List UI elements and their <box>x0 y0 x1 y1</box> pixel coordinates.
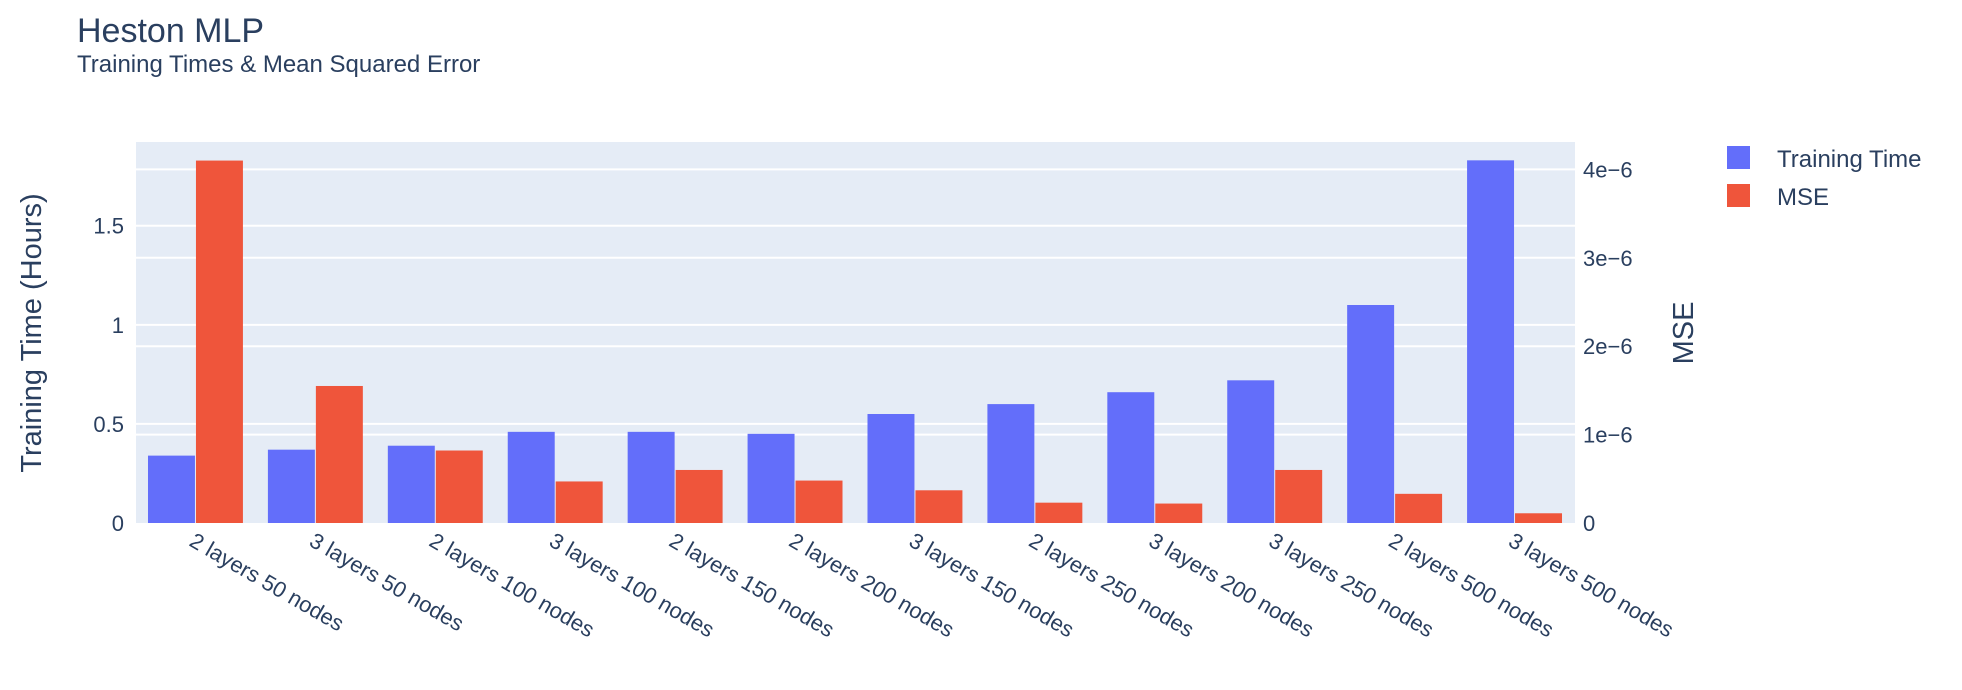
bar-training-time <box>387 445 435 523</box>
bar-training-time <box>867 414 915 523</box>
left-tick-label: 0.5 <box>93 412 124 437</box>
bar-mse <box>915 490 963 523</box>
right-tick-label: 0 <box>1583 511 1595 536</box>
right-tick-label: 1e−6 <box>1583 423 1633 448</box>
legend-item[interactable]: MSE <box>1727 184 1829 211</box>
bar-mse <box>795 480 843 523</box>
bar-mse <box>435 450 483 523</box>
right-tick-label: 3e−6 <box>1583 246 1633 271</box>
legend: Training Time MSE <box>1727 146 1922 211</box>
bar-mse <box>1395 493 1443 523</box>
bar-training-time <box>1347 305 1395 523</box>
left-tick-label: 1.5 <box>93 214 124 239</box>
bar-mse <box>555 481 603 523</box>
right-axis-title: MSE <box>1668 302 1700 365</box>
right-axis-ticks: 0 1e−6 2e−6 3e−6 4e−6 <box>1583 157 1633 536</box>
bar-training-time <box>1227 380 1275 523</box>
bar-mse <box>1155 503 1203 523</box>
left-tick-label: 1 <box>112 313 124 338</box>
bar-mse <box>1515 513 1563 523</box>
bar-mse <box>1275 469 1323 523</box>
bar-training-time <box>1107 392 1155 523</box>
bar-mse <box>315 385 363 523</box>
bar-training-time <box>1467 160 1515 523</box>
bar-mse <box>675 469 723 523</box>
chart-subtitle: Training Times & Mean Squared Error <box>77 51 480 78</box>
legend-item[interactable]: Training Time <box>1727 146 1922 173</box>
gridlines <box>136 168 1575 436</box>
bars <box>147 160 1563 523</box>
bar-training-time <box>747 433 795 523</box>
bar-mse <box>1035 502 1083 523</box>
right-tick-label: 4e−6 <box>1583 157 1633 182</box>
bar-training-time <box>267 449 315 523</box>
left-axis-ticks: 0 0.5 1 1.5 <box>93 214 124 536</box>
bar-training-time <box>987 404 1035 523</box>
chart-title: Heston MLP <box>77 12 264 50</box>
plot-area <box>136 142 1575 523</box>
right-tick-label: 2e−6 <box>1583 334 1633 359</box>
left-tick-label: 0 <box>112 511 124 536</box>
bar-mse <box>195 160 243 523</box>
left-axis-title: Training Time (Hours) <box>16 193 48 472</box>
bar-training-time <box>627 431 675 523</box>
legend-swatch <box>1727 146 1750 169</box>
legend-swatch <box>1727 184 1750 207</box>
bar-training-time <box>507 431 555 523</box>
bar-training-time <box>147 455 195 523</box>
legend-label: MSE <box>1777 184 1829 211</box>
legend-label: Training Time <box>1777 146 1922 173</box>
